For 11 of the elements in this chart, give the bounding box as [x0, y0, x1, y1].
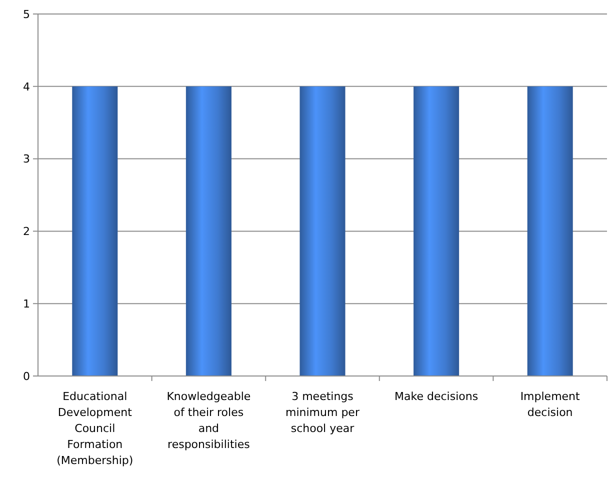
y-tick-label: 2: [23, 225, 30, 238]
y-tick-label: 5: [23, 8, 30, 21]
y-tick-label: 0: [23, 370, 30, 383]
y-tick-label: 1: [23, 297, 30, 310]
y-tick-label: 4: [23, 80, 30, 94]
x-tick-label: Knowledgeable of their roles and responsibilities: [166, 390, 251, 451]
y-tick-label: 3: [23, 152, 30, 166]
x-tick-label: Implement decision: [520, 390, 581, 419]
x-tick-label: 3 meetings minimum per school year: [286, 390, 360, 435]
x-tick-label: Educational Development Council Formation (Membership): [56, 390, 134, 467]
x-tick-label: Make decisions: [394, 390, 478, 403]
